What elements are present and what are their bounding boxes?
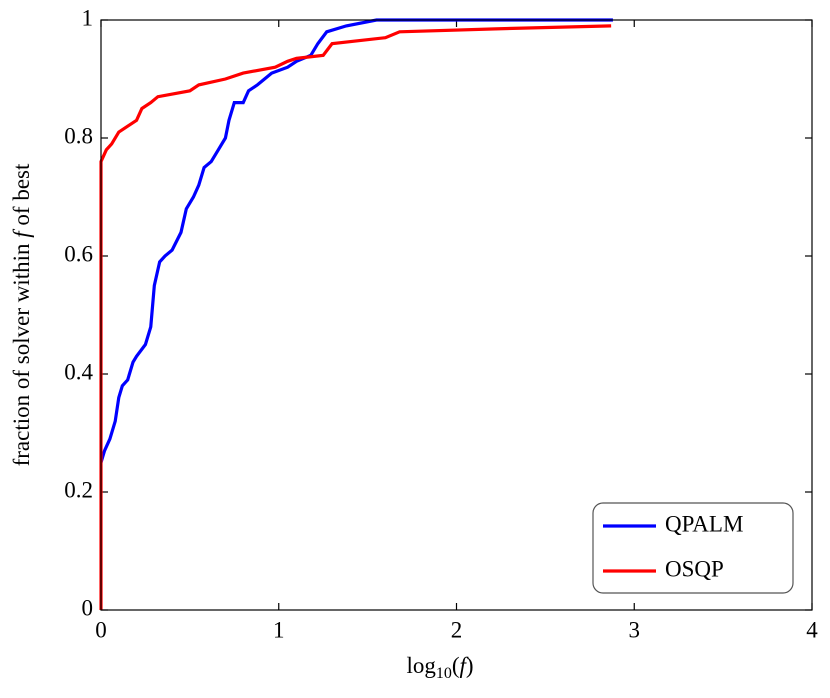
legend-label: QPALM [665, 511, 743, 536]
y-tick-label: 0.4 [64, 359, 93, 384]
x-tick-label: 1 [273, 617, 285, 642]
legend-label: OSQP [665, 556, 724, 581]
y-tick-label: 0 [82, 595, 94, 620]
x-tick-label: 0 [95, 617, 107, 642]
y-tick-label: 0.8 [64, 123, 93, 148]
x-tick-label: 3 [629, 617, 641, 642]
line [99, 18, 613, 463]
x-tick-label: 2 [451, 617, 463, 642]
y-tick-label: 0.6 [64, 241, 93, 266]
y-tick-label: 0.2 [64, 477, 93, 502]
x-axis-label: log10(f) [406, 653, 473, 681]
plot-frame [100, 19, 813, 611]
x-tick-label: 4 [806, 617, 818, 642]
y-tick-label: 1 [82, 5, 94, 30]
line [99, 24, 612, 610]
y-axis-label: fraction of solver within f of best [9, 163, 34, 466]
